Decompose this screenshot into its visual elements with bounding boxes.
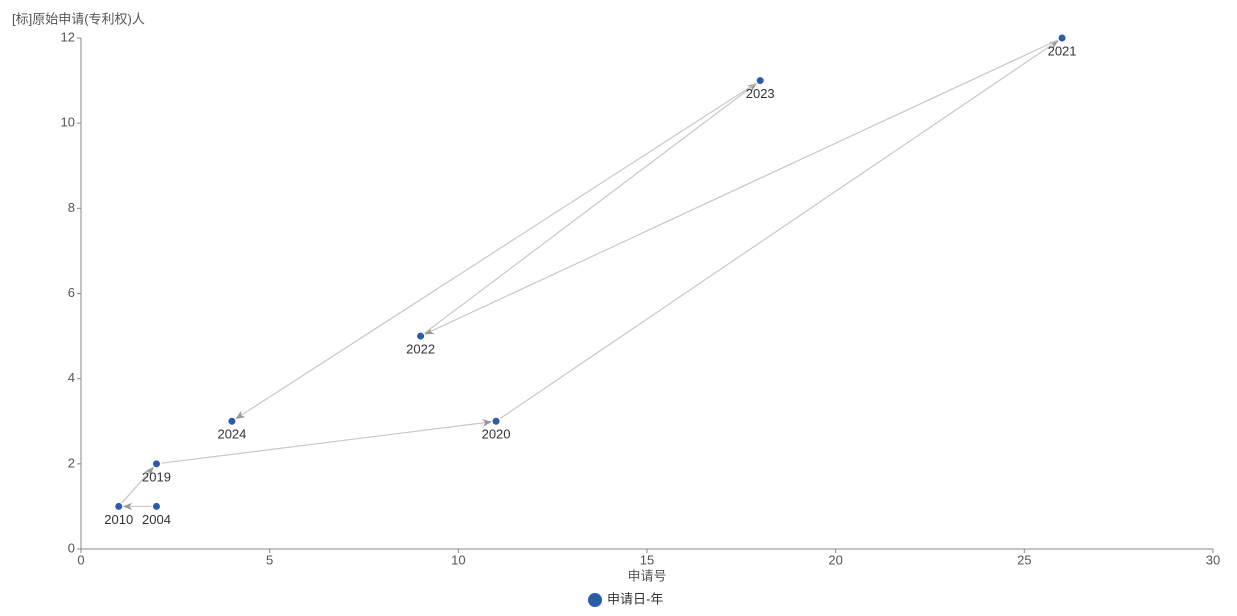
x-tick-label: 5 [266,552,273,567]
point-label: 2004 [142,512,171,527]
x-tick-label: 15 [640,552,654,567]
point-label: 2021 [1048,43,1077,58]
point-label: 2024 [217,427,246,442]
point [153,460,160,467]
point [1059,35,1066,42]
x-axis-label: 申请号 [627,568,666,583]
point-label: 2022 [406,342,435,357]
point-label: 2019 [142,469,171,484]
y-tick-label: 8 [68,200,75,215]
connector [425,40,1057,334]
connector [236,83,756,418]
chart: [标]原始申请(专利权)人 申请号 0 2 4 6 8 10 12 0 5 10 15 20 25 30 2… [0,0,1237,616]
point [417,333,424,340]
point-label: 2010 [104,512,133,527]
y-tick-label: 2 [68,455,75,470]
legend-marker [588,593,602,607]
y-tick-label: 4 [68,370,75,385]
x-tick-label: 0 [77,552,84,567]
x-tick-label: 25 [1017,552,1031,567]
y-tick-label: 6 [68,285,75,300]
point-label: 2023 [746,86,775,101]
point-label: 2020 [482,427,511,442]
y-tick-label: 0 [68,540,75,555]
x-tick-label: 20 [828,552,842,567]
page: {"chart_data": {"type": "scatter", "y_la… [0,0,1237,616]
y-axis-label: [标]原始申请(专利权)人 [12,11,145,26]
x-tick-label: 30 [1206,552,1220,567]
x-tick-label: 10 [451,552,465,567]
connector [425,84,757,333]
connector [500,41,1058,419]
connector [161,422,491,463]
y-tick-label: 12 [61,29,75,44]
point [757,77,764,84]
point [228,418,235,425]
y-tick-label: 10 [61,115,75,130]
legend-label: 申请日-年 [607,591,663,606]
point [153,503,160,510]
point [115,503,122,510]
point [493,418,500,425]
